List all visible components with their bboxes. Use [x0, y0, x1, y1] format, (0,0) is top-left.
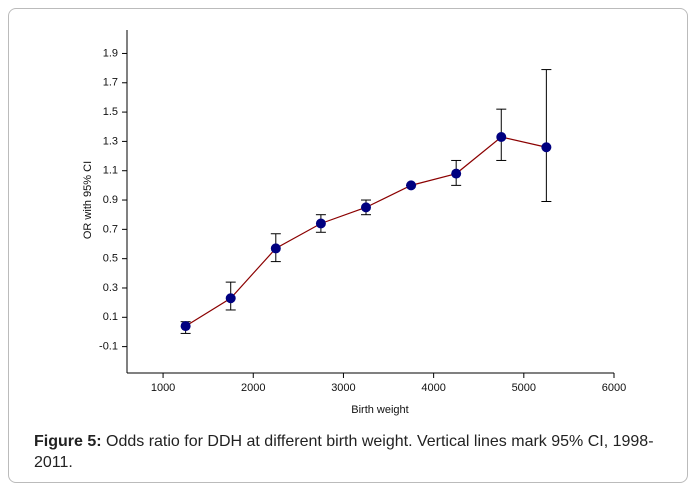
y-tick-label: 1.9 [103, 47, 118, 59]
data-point [360, 202, 371, 213]
caption-label: Figure 5: [34, 433, 102, 450]
x-tick-label: 6000 [602, 382, 626, 394]
y-tick-label: 0.3 [103, 282, 118, 294]
data-point [406, 180, 417, 191]
chart: Birth weight OR with 95% CI -0.1 0.1 0.3 0.… [82, 30, 626, 416]
x-axis-label: Birth weight [351, 404, 408, 416]
data-point [496, 132, 507, 143]
y-tick-label: 0.9 [103, 194, 118, 206]
y-tick-label: 1.5 [103, 106, 118, 118]
x-tick-label: 5000 [512, 382, 536, 394]
x-tick-label: 2000 [241, 382, 265, 394]
figure-frame [8, 8, 688, 483]
data-point [315, 218, 326, 229]
y-tick-label: 1.3 [103, 135, 118, 147]
y-tick-label: 0.7 [103, 223, 118, 235]
y-tick-label: 0.1 [103, 311, 118, 323]
data-point [451, 168, 462, 179]
y-axis-label: OR with 95% CI [82, 161, 94, 239]
x-tick-label: 3000 [331, 382, 355, 394]
x-tick-label: 4000 [421, 382, 445, 394]
caption-text: Odds ratio for DDH at different birth we… [34, 433, 654, 471]
x-tick-label: 1000 [151, 382, 175, 394]
y-tick-label: 1.1 [103, 165, 118, 177]
data-line [185, 136, 547, 327]
data-point [225, 293, 236, 304]
y-tick-label: -0.1 [99, 341, 118, 353]
data-point [180, 321, 191, 332]
data-point [541, 142, 552, 153]
y-tick-label: 1.7 [103, 77, 118, 89]
y-tick-label: 0.5 [103, 253, 118, 265]
data-point [270, 243, 281, 254]
caption: Figure 5: Odds ratio for DDH at differen… [34, 431, 674, 473]
